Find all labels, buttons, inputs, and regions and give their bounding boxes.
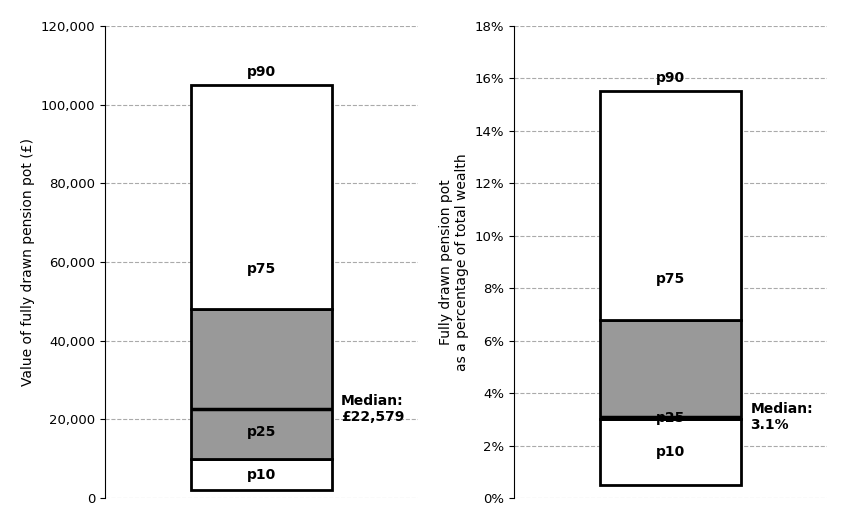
Y-axis label: Value of fully drawn pension pot (£): Value of fully drawn pension pot (£) xyxy=(21,138,35,386)
Bar xyxy=(600,92,741,320)
Bar xyxy=(191,309,332,459)
Bar xyxy=(191,459,332,490)
Text: p25: p25 xyxy=(247,425,276,438)
Text: Median:
£22,579: Median: £22,579 xyxy=(341,394,404,424)
Text: p10: p10 xyxy=(656,445,685,459)
Bar xyxy=(600,419,741,485)
Text: p90: p90 xyxy=(247,65,276,79)
Bar xyxy=(191,85,332,309)
Y-axis label: Fully drawn pension pot
as a percentage of total wealth: Fully drawn pension pot as a percentage … xyxy=(438,153,469,371)
Text: p10: p10 xyxy=(247,467,276,482)
Bar xyxy=(600,320,741,419)
Text: p25: p25 xyxy=(656,411,685,425)
Text: p90: p90 xyxy=(656,71,685,85)
Text: Median:
3.1%: Median: 3.1% xyxy=(750,402,813,432)
Text: p75: p75 xyxy=(656,271,685,286)
Text: p75: p75 xyxy=(247,262,276,276)
